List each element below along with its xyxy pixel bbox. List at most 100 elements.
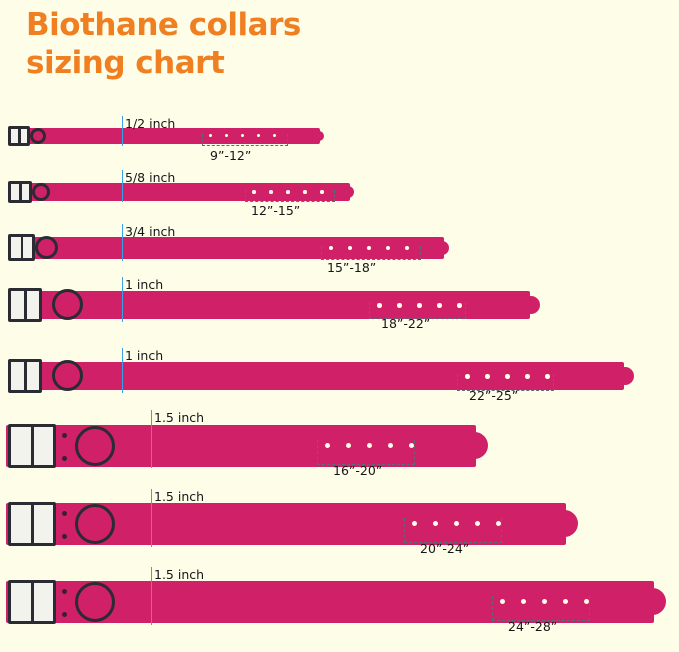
adjustment-hole [303, 190, 307, 194]
length-label: 20”-24” [420, 541, 470, 556]
adjustment-hole [454, 521, 459, 526]
buckle-tongue [19, 183, 22, 201]
d-ring [75, 426, 115, 466]
length-label: 18”-22” [381, 316, 431, 331]
adjustment-hole [397, 303, 402, 308]
length-bracket [404, 518, 502, 543]
length-bracket [321, 246, 421, 260]
length-bracket [457, 374, 554, 391]
buckle [8, 288, 42, 322]
length-bracket [202, 134, 288, 146]
strap-tip [438, 241, 449, 255]
adjustment-hole [367, 443, 372, 448]
adjustment-hole [417, 303, 422, 308]
length-label: 22”-25” [469, 388, 519, 403]
length-bracket [317, 440, 415, 465]
adjustment-hole [348, 246, 352, 250]
d-ring [35, 236, 58, 259]
width-measure-line [151, 410, 152, 468]
buckle-tongue [31, 426, 34, 466]
adjustment-hole [525, 374, 530, 379]
adjustment-hole [252, 190, 256, 194]
length-bracket [245, 190, 335, 202]
buckle-tongue [24, 290, 27, 320]
width-measure-line [122, 170, 123, 202]
rivet [62, 589, 67, 594]
adjustment-hole [505, 374, 510, 379]
buckle [8, 424, 56, 468]
buckle [8, 234, 35, 261]
adjustment-hole [320, 190, 324, 194]
rivet [62, 534, 67, 539]
width-measure-line [122, 224, 123, 261]
width-measure-line [151, 489, 152, 547]
adjustment-hole [377, 303, 382, 308]
adjustment-hole [485, 374, 490, 379]
title-line-1: Biothane collars [26, 7, 301, 43]
adjustment-hole [269, 190, 273, 194]
length-label: 9”-12” [210, 148, 252, 163]
strap-tip [344, 186, 354, 198]
adjustment-hole [346, 443, 351, 448]
strap-tip [652, 588, 666, 615]
d-ring [75, 504, 115, 544]
adjustment-hole [500, 599, 505, 604]
page-title: Biothane collars sizing chart [26, 6, 586, 82]
length-label: 12”-15” [251, 203, 301, 218]
d-ring [32, 183, 50, 201]
strap-tip [314, 131, 324, 141]
adjustment-hole [457, 303, 462, 308]
length-label: 15”-18” [327, 260, 377, 275]
collar-strap [8, 183, 350, 201]
width-measure-line [151, 567, 152, 625]
width-label: 1/2 inch [125, 116, 176, 131]
d-ring [52, 360, 83, 391]
adjustment-hole [225, 134, 228, 137]
adjustment-hole [209, 134, 212, 137]
width-label: 1.5 inch [154, 489, 205, 504]
buckle [8, 580, 56, 624]
adjustment-hole [545, 374, 550, 379]
length-label: 16”-20” [333, 463, 383, 478]
strap-tip [622, 367, 634, 385]
adjustment-hole [563, 599, 568, 604]
strap-tip [528, 296, 540, 314]
buckle-tongue [24, 361, 27, 391]
adjustment-hole [388, 443, 393, 448]
d-ring [30, 128, 46, 144]
adjustment-hole [465, 374, 470, 379]
adjustment-hole [241, 134, 244, 137]
rivet [62, 456, 67, 461]
adjustment-hole [273, 134, 276, 137]
adjustment-hole [409, 443, 414, 448]
adjustment-hole [521, 599, 526, 604]
adjustment-hole [286, 190, 290, 194]
width-label: 3/4 inch [125, 224, 176, 239]
length-bracket [492, 596, 590, 621]
adjustment-hole [584, 599, 589, 604]
collar-strap [8, 128, 320, 144]
buckle-tongue [18, 128, 21, 144]
buckle [8, 502, 56, 546]
adjustment-hole [475, 521, 480, 526]
buckle [8, 126, 30, 146]
title-line-2: sizing chart [26, 45, 225, 81]
width-measure-line [122, 348, 123, 393]
adjustment-hole [367, 246, 371, 250]
rivet [62, 511, 67, 516]
buckle [8, 359, 42, 393]
width-measure-line [122, 277, 123, 322]
collar-strap [8, 291, 530, 319]
adjustment-hole [257, 134, 260, 137]
collar-strap [8, 362, 624, 390]
rivet [62, 612, 67, 617]
width-label: 1.5 inch [154, 567, 205, 582]
rivet [62, 433, 67, 438]
width-label: 1.5 inch [154, 410, 205, 425]
strap-tip [564, 510, 578, 537]
adjustment-hole [496, 521, 501, 526]
adjustment-hole [325, 443, 330, 448]
buckle-tongue [20, 236, 23, 259]
width-measure-line [122, 116, 123, 146]
buckle-tongue [31, 582, 34, 622]
